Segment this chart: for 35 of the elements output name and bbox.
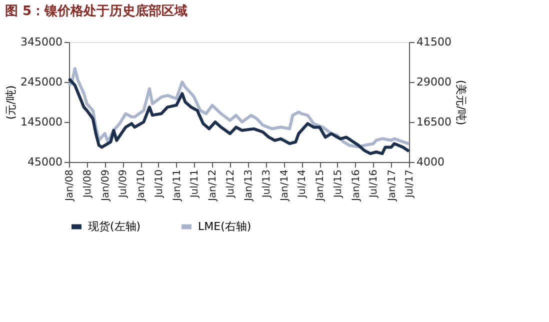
x-tick-label: Jan/08 bbox=[64, 170, 76, 202]
y-tick-label: 45000 bbox=[28, 156, 62, 168]
line-series bbox=[68, 77, 410, 156]
x-tick-label: Jul/14 bbox=[297, 170, 308, 199]
legend-label: 现货(左轴) bbox=[88, 220, 141, 233]
x-tick-label: Jul/08 bbox=[82, 170, 94, 199]
x-tick-label: Jul/10 bbox=[154, 170, 165, 199]
x-tick-label: Jan/11 bbox=[172, 170, 183, 202]
y-tick-label: 245000 bbox=[20, 76, 62, 88]
x-tick-label: Jan/13 bbox=[244, 170, 255, 202]
x-tick-label: Jul/17 bbox=[404, 170, 416, 199]
x-tick-label: Jul/16 bbox=[368, 170, 380, 199]
x-tick-label: Jan/09 bbox=[100, 170, 112, 202]
y2-tick-label: 29000 bbox=[416, 76, 452, 88]
x-tick-label: Jan/15 bbox=[315, 170, 326, 202]
legend-label: LME(右轴) bbox=[198, 220, 252, 233]
x-tick-label: Jan/12 bbox=[208, 170, 219, 202]
x-tick-label: Jul/15 bbox=[332, 170, 344, 199]
y-tick-label: 345000 bbox=[20, 36, 62, 48]
y2-axis-title: (美元/吨) bbox=[454, 80, 468, 126]
x-tick-label: Jan/16 bbox=[350, 170, 362, 202]
x-tick-label: Jul/13 bbox=[261, 170, 272, 199]
x-tick-label: Jan/17 bbox=[386, 170, 398, 202]
y2-tick-label: 41500 bbox=[416, 36, 452, 48]
y2-tick-label: 4000 bbox=[416, 156, 444, 168]
x-tick-label: Jan/14 bbox=[279, 170, 290, 202]
x-tick-label: Jul/12 bbox=[226, 170, 237, 199]
x-tick-label: Jul/09 bbox=[118, 170, 130, 199]
line-series bbox=[68, 67, 410, 148]
y2-tick-label: 16500 bbox=[416, 116, 452, 128]
y-tick-label: 145000 bbox=[20, 116, 62, 128]
x-tick-label: Jul/11 bbox=[190, 170, 201, 199]
x-tick-label: Jan/10 bbox=[136, 170, 148, 202]
y-axis-title: (元/吨) bbox=[4, 85, 18, 120]
chart-title: 图 5：镍价格处于历史底部区域 bbox=[5, 3, 188, 19]
